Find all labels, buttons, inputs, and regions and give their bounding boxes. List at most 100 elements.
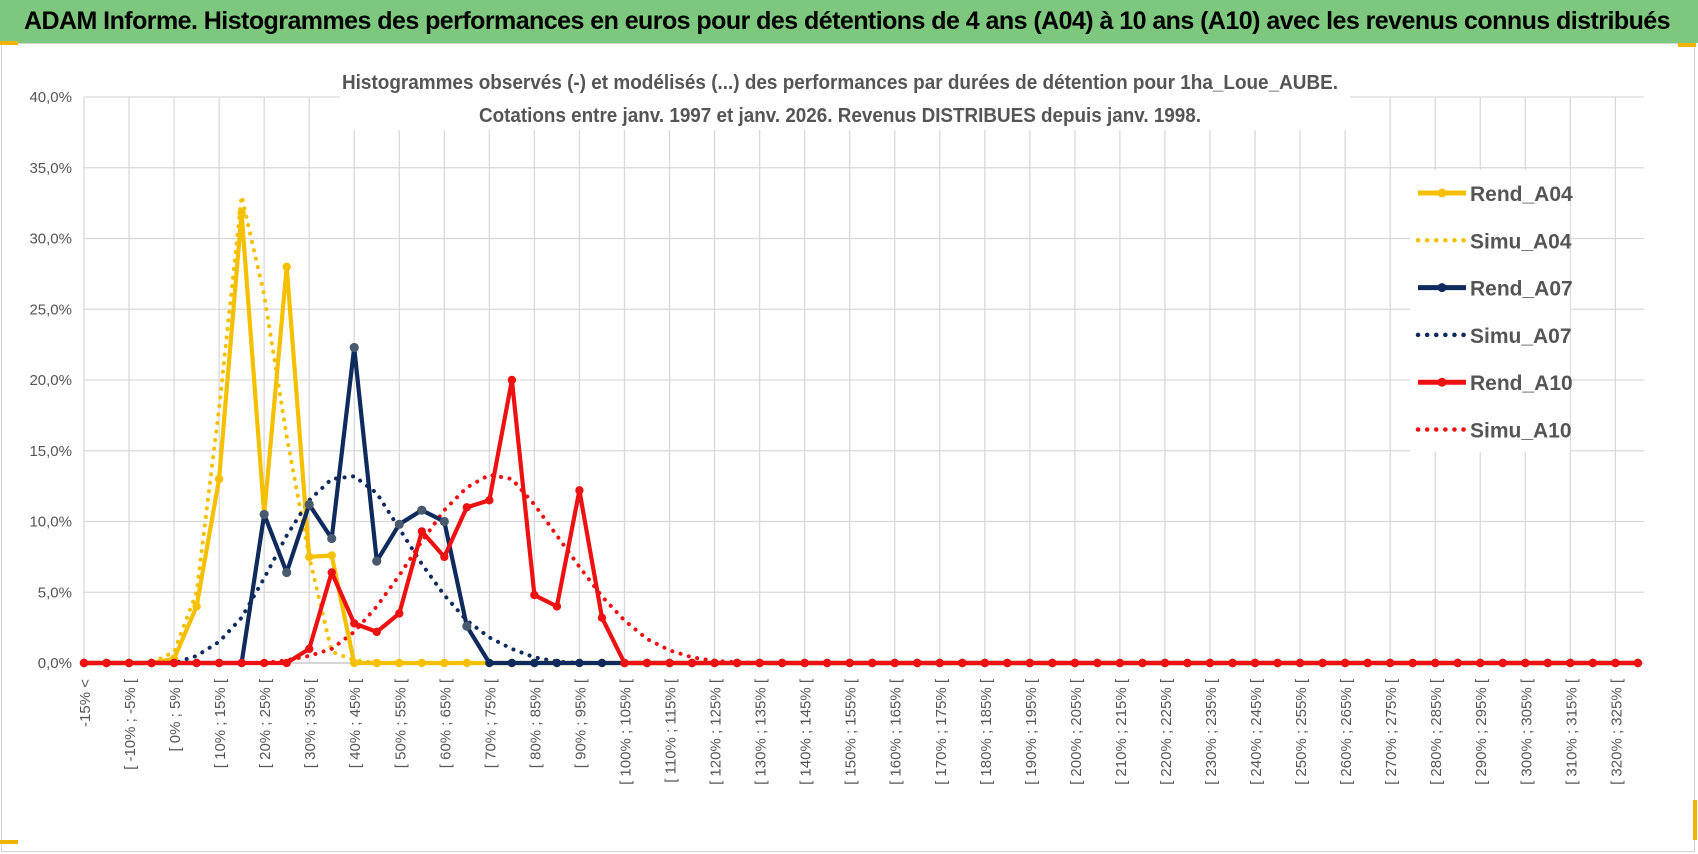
data-point-rend_a10 bbox=[913, 658, 922, 668]
data-point-rend_a10 bbox=[530, 590, 539, 600]
series-line-simu_a07 bbox=[82, 474, 1640, 665]
header-title: ADAM Informe. Histogrammes des performan… bbox=[24, 7, 1671, 35]
data-point-rend_a10 bbox=[1611, 658, 1620, 668]
data-point-rend_a10 bbox=[1160, 658, 1170, 668]
data-point-rend_a10 bbox=[868, 658, 877, 668]
data-point-rend_a07 bbox=[282, 567, 292, 578]
data-point-rend_a10 bbox=[1340, 658, 1350, 668]
data-point-rend_a07 bbox=[530, 658, 539, 668]
x-tick-label: [ -10% ; -5% [ bbox=[122, 678, 139, 770]
data-point-rend_a10 bbox=[237, 658, 246, 668]
data-point-rend_a04 bbox=[372, 658, 381, 668]
corner-mark-tl bbox=[0, 41, 18, 45]
x-tick-label: [ 250% ; 255% [ bbox=[1293, 678, 1310, 785]
x-tick-label: [ 260% ; 265% [ bbox=[1338, 678, 1355, 785]
x-tick-label: [ 80% ; 85% [ bbox=[527, 678, 544, 768]
legend-marker bbox=[1437, 188, 1447, 198]
data-point-rend_a04 bbox=[417, 658, 426, 668]
data-point-rend_a07 bbox=[439, 516, 449, 527]
data-point-rend_a07 bbox=[507, 658, 517, 668]
x-tick-label: [ 220% ; 225% [ bbox=[1158, 678, 1175, 785]
data-point-rend_a10 bbox=[665, 658, 674, 668]
data-point-rend_a07 bbox=[552, 658, 562, 668]
data-point-rend_a10 bbox=[755, 658, 764, 668]
x-tick-label: [ 30% ; 35% [ bbox=[302, 678, 319, 768]
data-point-rend_a10 bbox=[1408, 658, 1417, 668]
series-line-simu_a04 bbox=[82, 194, 1640, 665]
x-tick-label: [ 180% ; 185% [ bbox=[978, 678, 995, 785]
data-point-rend_a10 bbox=[732, 658, 742, 668]
x-tick-label: [ 280% ; 285% [ bbox=[1428, 678, 1445, 785]
y-tick-label: 20,0% bbox=[29, 372, 72, 389]
x-tick-label: -15% < bbox=[77, 679, 94, 727]
y-tick-label: 35,0% bbox=[29, 160, 72, 177]
data-point-rend_a07 bbox=[597, 658, 607, 668]
data-point-rend_a10 bbox=[1543, 658, 1553, 668]
data-point-rend_a07 bbox=[575, 658, 584, 668]
legend-label-simu_a04: Simu_A04 bbox=[1470, 230, 1572, 253]
data-point-rend_a10 bbox=[1183, 658, 1192, 668]
data-point-rend_a10 bbox=[958, 658, 967, 668]
header-banner: ADAM Informe. Histogrammes des performan… bbox=[0, 0, 1698, 43]
data-point-rend_a10 bbox=[507, 375, 517, 385]
x-tick-label: [ 10% ; 15% [ bbox=[212, 678, 229, 768]
data-point-rend_a10 bbox=[102, 658, 111, 668]
y-tick-label: 10,0% bbox=[29, 514, 72, 531]
data-point-rend_a10 bbox=[845, 658, 854, 668]
data-point-rend_a07 bbox=[394, 519, 404, 529]
corner-mark-bl bbox=[0, 840, 18, 844]
data-point-rend_a10 bbox=[800, 658, 809, 668]
data-point-rend_a10 bbox=[1521, 658, 1530, 668]
x-tick-label: [ 120% ; 125% [ bbox=[708, 678, 725, 785]
corner-mark-tr bbox=[1678, 43, 1696, 47]
y-tick-label: 30,0% bbox=[29, 231, 72, 248]
data-point-rend_a10 bbox=[214, 658, 224, 668]
data-point-rend_a07 bbox=[372, 556, 382, 566]
legend-label-simu_a10: Simu_A10 bbox=[1470, 420, 1572, 443]
x-tick-label: [ 90% ; 95% [ bbox=[572, 678, 589, 768]
x-tick-label: [ 20% ; 25% [ bbox=[257, 678, 274, 768]
data-point-rend_a07 bbox=[417, 505, 427, 515]
x-tick-label: [ 100% ; 105% [ bbox=[617, 678, 634, 785]
data-point-rend_a04 bbox=[282, 262, 291, 271]
x-tick-label: [ 0% ; 5% [ bbox=[167, 678, 184, 751]
data-point-rend_a10 bbox=[395, 609, 404, 618]
data-point-rend_a04 bbox=[305, 552, 314, 562]
x-tick-label: [ 200% ; 205% [ bbox=[1068, 678, 1085, 785]
legend-label-rend_a10: Rend_A10 bbox=[1470, 372, 1573, 395]
data-point-rend_a04 bbox=[440, 658, 449, 668]
legend: Rend_A04 Simu_A04 Rend_A07 Simu_A07 Rend_A10… bbox=[1410, 170, 1573, 452]
x-tick-label: [ 320% ; 325% [ bbox=[1608, 678, 1625, 785]
data-point-rend_a10 bbox=[1003, 658, 1012, 668]
data-point-rend_a10 bbox=[124, 658, 134, 668]
x-tick-label: [ 40% ; 45% [ bbox=[347, 678, 364, 768]
series-line-simu_a10 bbox=[82, 472, 1640, 665]
data-point-rend_a10 bbox=[192, 658, 201, 668]
data-point-rend_a10 bbox=[282, 658, 291, 668]
x-tick-label: [ 240% ; 245% [ bbox=[1248, 678, 1265, 785]
series-line-rend_a10 bbox=[84, 377, 1638, 666]
data-point-rend_a04 bbox=[395, 658, 404, 668]
x-tick-label: [ 230% ; 235% [ bbox=[1203, 678, 1220, 785]
data-point-rend_a10 bbox=[1115, 658, 1125, 668]
legend-label-rend_a04: Rend_A04 bbox=[1470, 183, 1573, 206]
x-tick-label: [ 150% ; 155% [ bbox=[843, 678, 860, 785]
legend-marker bbox=[1437, 283, 1447, 293]
x-axis: -15% < [ -10% ; -5% [ [ 0% ; 5% [ [ 10% ; 1… bbox=[77, 678, 1625, 785]
data-point-rend_a04 bbox=[237, 208, 246, 218]
data-point-rend_a10 bbox=[597, 613, 607, 622]
chart-title-background bbox=[340, 64, 1350, 130]
x-tick-label: [ 110% ; 115% [ bbox=[663, 678, 680, 783]
data-point-rend_a10 bbox=[169, 658, 179, 668]
chart-title-line: Histogrammes observés (-) et modélisés (… bbox=[342, 72, 1338, 94]
data-point-rend_a04 bbox=[214, 474, 224, 484]
data-point-rend_a10 bbox=[1273, 658, 1282, 668]
corner-mark-br bbox=[1693, 800, 1697, 840]
data-point-rend_a10 bbox=[1476, 658, 1485, 668]
x-tick-label: [ 140% ; 145% [ bbox=[798, 678, 815, 785]
x-tick-label: [ 270% ; 275% [ bbox=[1383, 678, 1400, 785]
data-point-rend_a10 bbox=[1453, 658, 1462, 668]
data-point-rend_a10 bbox=[1431, 658, 1440, 668]
data-point-rend_a10 bbox=[1048, 658, 1057, 668]
data-point-rend_a10 bbox=[1385, 658, 1395, 668]
